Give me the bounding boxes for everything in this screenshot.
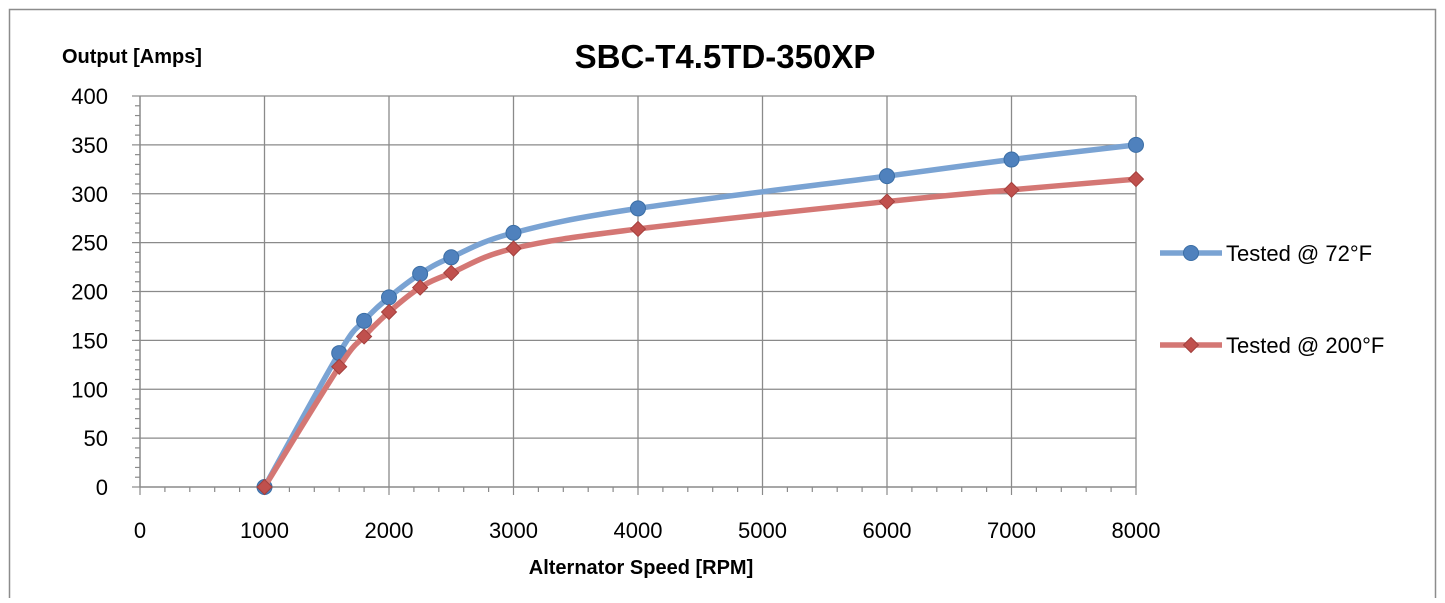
y-tick-labels: 0 50 100 150 200 250 300 350 400: [71, 84, 108, 500]
x-tick-labels: 0 1000 2000 3000 4000 5000 6000 7000 8000: [134, 518, 1161, 543]
y-tick-label: 150: [71, 328, 108, 353]
x-tick-label: 2000: [365, 518, 414, 543]
x-tick-label: 7000: [987, 518, 1036, 543]
data-point: [330, 358, 348, 375]
x-axis-title: Alternator Speed [RPM]: [529, 557, 753, 579]
y-tick-label: 50: [84, 426, 108, 451]
series-line: [261, 176, 1139, 490]
data-point: [1003, 181, 1020, 199]
legend-swatch-marker: [1183, 245, 1199, 261]
series-line: [261, 142, 1139, 490]
data-point: [411, 279, 429, 296]
y-tick-label: 400: [71, 84, 108, 109]
data-point: [505, 224, 522, 241]
series-1: [256, 136, 1144, 495]
data-point: [380, 303, 398, 321]
data-point: [879, 168, 895, 185]
y-tick-label: 100: [71, 377, 108, 402]
y-tick-label: 200: [71, 280, 108, 305]
data-point: [256, 478, 273, 496]
legend-label: Tested @ 72°F: [1226, 241, 1372, 266]
y-tick-label: 350: [71, 133, 108, 158]
legend-label: Tested @ 200°F: [1226, 333, 1384, 358]
data-point: [356, 312, 373, 329]
x-tick-label: 4000: [614, 518, 663, 543]
x-tick-label: 6000: [863, 518, 912, 543]
legend-swatch-marker: [1182, 336, 1200, 354]
data-point: [1127, 170, 1145, 188]
chart-title: SBC-T4.5TD-350XP: [575, 38, 876, 75]
legend: Tested @ 72°F Tested @ 200°F: [1160, 241, 1384, 358]
y-axis-title: Output [Amps]: [62, 46, 202, 68]
data-point: [443, 264, 460, 282]
data-point: [629, 220, 647, 238]
series-2: [256, 170, 1145, 496]
plot-axes: [132, 95, 1137, 495]
data-point: [1003, 151, 1020, 168]
plot-grid: [140, 95, 1137, 487]
y-tick-label: 0: [96, 475, 108, 500]
x-tick-label: 0: [134, 518, 146, 543]
x-tick-label: 8000: [1112, 518, 1161, 543]
y-tick-label: 250: [71, 231, 108, 256]
data-point: [381, 289, 397, 306]
data-point: [355, 328, 373, 345]
data-point: [443, 249, 460, 266]
data-point: [630, 200, 646, 217]
x-tick-label: 3000: [489, 518, 538, 543]
chart-border: [8, 8, 1437, 603]
data-point: [878, 193, 896, 210]
x-tick-label: 5000: [738, 518, 787, 543]
data-point: [505, 240, 522, 257]
x-tick-label: 1000: [240, 518, 289, 543]
y-tick-label: 300: [71, 182, 108, 207]
data-point: [1128, 136, 1144, 153]
data-point: [412, 265, 429, 282]
series-layer: [256, 136, 1145, 496]
